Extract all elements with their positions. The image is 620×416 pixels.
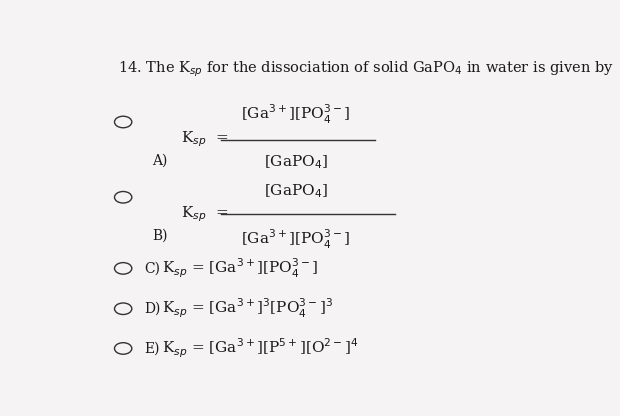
- Text: K$_{sp}$ = [Ga$^{3+}$][P$^{5+}$][O$^{2-}$]$^4$: K$_{sp}$ = [Ga$^{3+}$][P$^{5+}$][O$^{2-}…: [162, 337, 358, 360]
- Text: A): A): [152, 154, 167, 167]
- Text: K$_{sp}$ = [Ga$^{3+}$][PO$_4^{3-}$]: K$_{sp}$ = [Ga$^{3+}$][PO$_4^{3-}$]: [162, 257, 318, 280]
- Text: K$_{sp}$ = [Ga$^{3+}$]$^3$[PO$_4^{3-}$]$^3$: K$_{sp}$ = [Ga$^{3+}$]$^3$[PO$_4^{3-}$]$…: [162, 297, 333, 320]
- Text: D): D): [144, 302, 160, 316]
- Text: [GaPO$_4$]: [GaPO$_4$]: [264, 183, 328, 201]
- Text: B): B): [152, 229, 167, 243]
- Text: [GaPO$_4$]: [GaPO$_4$]: [264, 153, 328, 171]
- Text: 14. The K$_{sp}$ for the dissociation of solid GaPO$_4$ in water is given by: 14. The K$_{sp}$ for the dissociation of…: [118, 59, 614, 79]
- Text: E): E): [144, 342, 159, 355]
- Text: K$_{sp}$  =: K$_{sp}$ =: [181, 204, 228, 224]
- Text: [Ga$^{3+}$][PO$_4^{3-}$]: [Ga$^{3+}$][PO$_4^{3-}$]: [241, 103, 351, 126]
- Text: [Ga$^{3+}$][PO$_4^{3-}$]: [Ga$^{3+}$][PO$_4^{3-}$]: [241, 228, 351, 250]
- Text: C): C): [144, 261, 160, 275]
- Text: K$_{sp}$  =: K$_{sp}$ =: [181, 130, 228, 149]
